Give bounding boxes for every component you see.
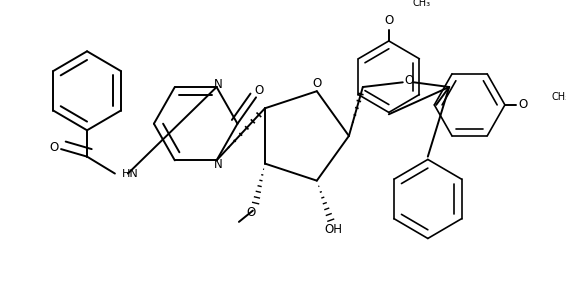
Text: O: O — [49, 141, 58, 154]
Text: OH: OH — [324, 223, 342, 236]
Text: N: N — [214, 158, 223, 171]
Text: O: O — [312, 77, 321, 90]
Text: O: O — [254, 84, 263, 97]
Text: HN: HN — [122, 168, 139, 179]
Text: N: N — [214, 78, 223, 91]
Text: O: O — [246, 206, 256, 219]
Text: CH₃: CH₃ — [412, 0, 430, 8]
Text: O: O — [384, 14, 393, 27]
Text: O: O — [519, 98, 528, 111]
Text: CH₃: CH₃ — [551, 92, 566, 102]
Text: O: O — [405, 74, 414, 87]
